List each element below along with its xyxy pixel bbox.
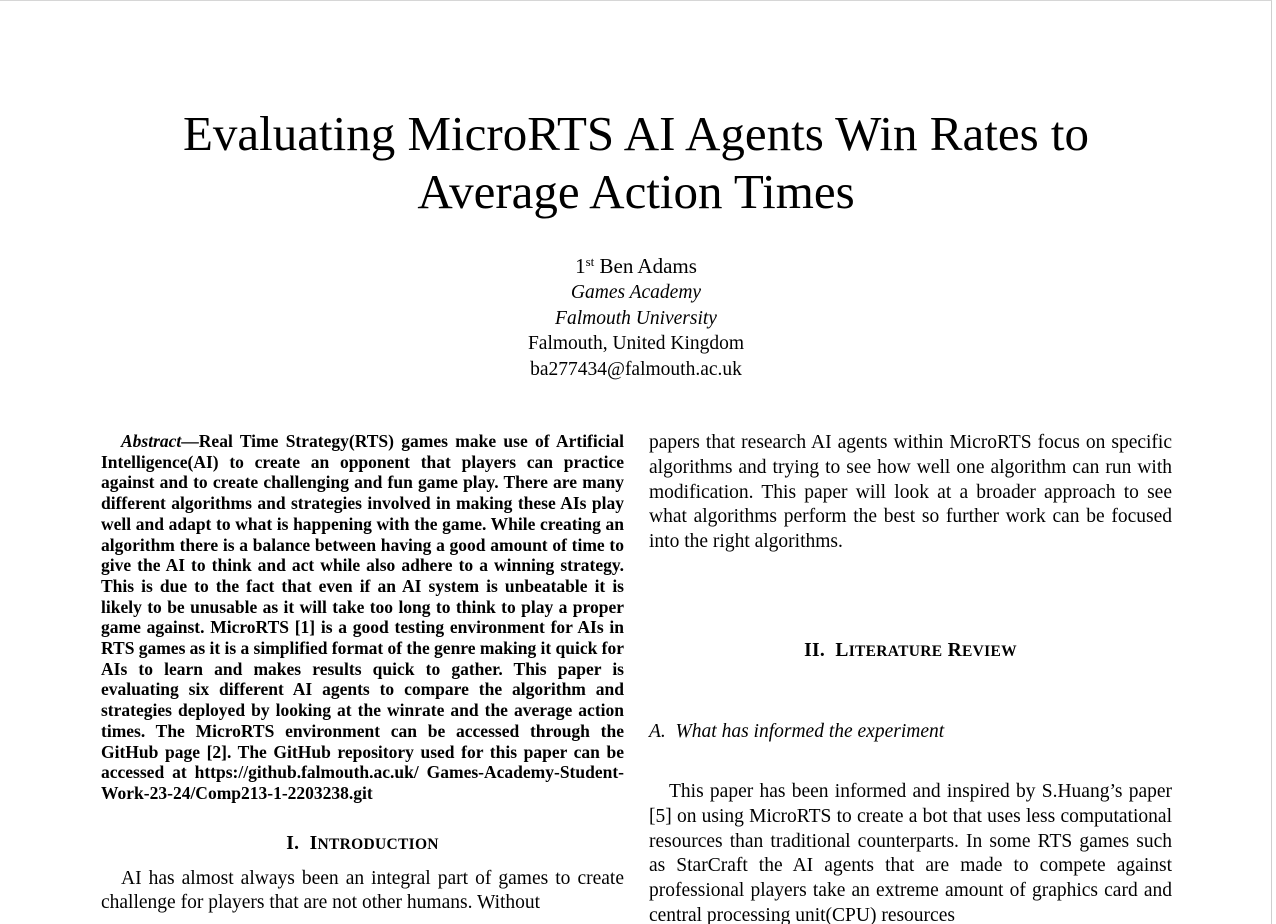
author-university: Falmouth University: [555, 307, 717, 329]
section-title-initial: L: [835, 639, 849, 661]
experiment-paragraph: This paper has been informed and inspire…: [649, 780, 1172, 924]
subsection-heading-experiment: A. What has informed the experiment: [649, 720, 1172, 744]
subsection-label: A.: [649, 720, 666, 742]
introduction-paragraph: AI has almost always been an integral pa…: [101, 867, 624, 914]
right-column: papers that research AI agents within Mi…: [649, 431, 1172, 924]
author-rank: 1: [575, 254, 586, 278]
section-number: I.: [286, 832, 300, 854]
section-title-rest: ITERATURE: [848, 642, 943, 660]
author-name-line: 1st Ben Adams: [436, 253, 836, 280]
section-heading-introduction: I. INTRODUCTION: [101, 832, 624, 857]
continuation-paragraph: papers that research AI agents within Mi…: [649, 432, 1172, 553]
section-title-initial: R: [947, 639, 962, 661]
abstract-label: Abstract: [121, 431, 182, 451]
section-heading-literature-review: II. LITERATURE REVIEW: [649, 639, 1172, 664]
author-rank-suffix: st: [585, 254, 595, 269]
section-title-initial: I: [309, 832, 318, 854]
section-number: II.: [804, 639, 826, 661]
abstract: Abstract—Real Time Strategy(RTS) games m…: [101, 431, 624, 804]
author-email: ba277434@falmouth.ac.uk: [530, 358, 742, 380]
abstract-text: Real Time Strategy(RTS) games make use o…: [101, 431, 624, 803]
subsection-title: What has informed the experiment: [675, 720, 945, 742]
abstract-dash: —: [181, 431, 199, 451]
author-name: Ben Adams: [599, 254, 697, 278]
section-title-rest: NTRODUCTION: [317, 835, 439, 853]
left-column: Abstract—Real Time Strategy(RTS) games m…: [101, 431, 624, 916]
author-department: Games Academy: [570, 282, 702, 303]
author-location: Falmouth, United Kingdom: [527, 333, 745, 354]
section-title-rest: EVIEW: [962, 642, 1017, 660]
paper-title: Evaluating MicroRTS AI Agents Win Rates …: [182, 106, 1090, 219]
author-block: 1st Ben Adams Games Academy Falmouth Uni…: [436, 253, 836, 382]
